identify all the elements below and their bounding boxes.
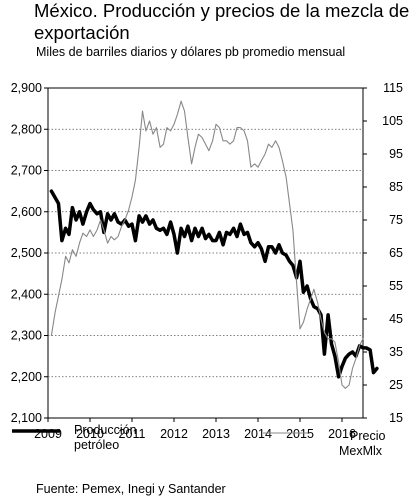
x-tick-label: 2015 <box>286 427 314 441</box>
right-tick-label: 85 <box>389 180 403 194</box>
grid-lines <box>48 128 363 378</box>
x-tick-label: 2013 <box>202 427 230 441</box>
left-tick-label: 2,400 <box>11 287 42 301</box>
legend-label-precio-line2: MexMlx <box>339 444 383 458</box>
right-tick-label: 105 <box>382 114 403 128</box>
right-tick-label: 45 <box>389 312 403 326</box>
x-tick-label: 2016 <box>328 427 356 441</box>
left-tick-label: 2,500 <box>11 246 42 260</box>
series-line-precio <box>50 100 364 389</box>
right-tick-label: 25 <box>389 378 403 392</box>
left-tick-label: 2,800 <box>11 122 42 136</box>
right-tick-label: 115 <box>383 81 403 95</box>
right-tick-label: 75 <box>389 213 403 227</box>
x-tick-label: 2014 <box>244 427 272 441</box>
right-axis-ticks: 15 25 35 45 55 65 75 85 95 105 115 <box>363 81 403 425</box>
series-layer <box>49 100 379 389</box>
x-tick-label: 2012 <box>160 427 188 441</box>
left-tick-label: 2,900 <box>11 81 42 95</box>
legend-label-produccion-line1: Producción <box>74 423 137 437</box>
left-tick-label: 2,200 <box>11 370 42 384</box>
left-axis-ticks: 2,100 2,200 2,300 2,400 2,500 2,600 2,700 2,800… <box>11 81 48 425</box>
chart-title: México. Producción y precios de la mezcl… <box>34 0 410 43</box>
legend: Producción petróleo Precio MexMlx <box>12 423 385 458</box>
right-tick-label: 95 <box>389 147 403 161</box>
legend-label-produccion-line2: petróleo <box>74 438 119 452</box>
left-tick-label: 2,700 <box>11 164 42 178</box>
x-tick-label: 2011 <box>119 427 146 441</box>
right-tick-label: 15 <box>389 411 403 425</box>
right-tick-label: 65 <box>389 246 403 260</box>
left-tick-label: 2,600 <box>11 205 42 219</box>
chart-source: Fuente: Pemex, Inegi y Santander <box>36 482 226 496</box>
legend-label-precio-line1: Precio <box>350 429 385 443</box>
chart-subtitle: Miles de barriles diarios y dólares pb p… <box>36 45 346 59</box>
right-tick-label: 55 <box>389 279 403 293</box>
series-line-produccion <box>49 189 379 379</box>
x-tick-label: 2010 <box>76 427 104 441</box>
x-tick-label: 2009 <box>34 427 62 441</box>
right-tick-label: 35 <box>389 345 403 359</box>
left-tick-label: 2,100 <box>11 411 42 425</box>
left-tick-label: 2,300 <box>11 329 42 343</box>
